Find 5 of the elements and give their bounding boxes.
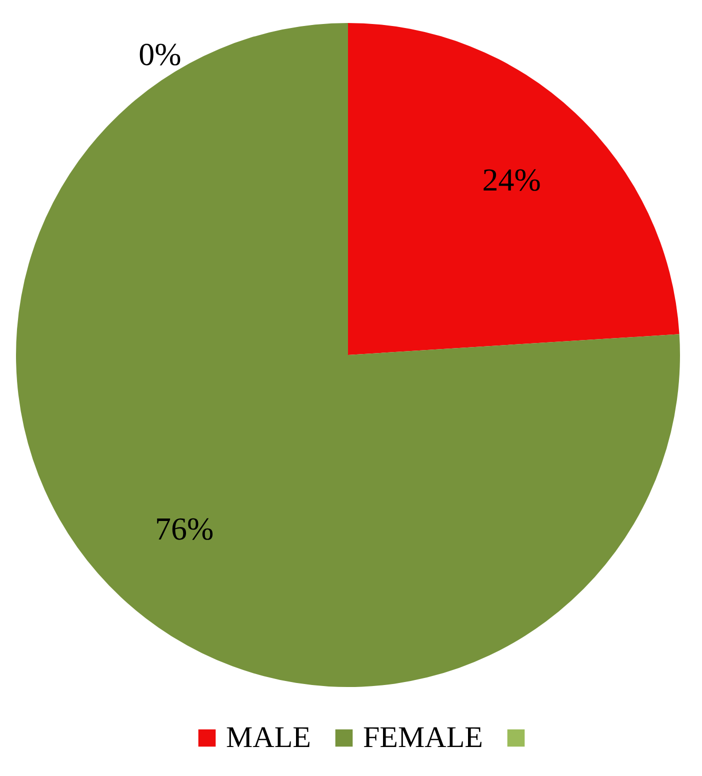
legend-label: MALE	[226, 721, 311, 754]
data-label: 76%	[155, 510, 214, 546]
data-label: 24%	[482, 162, 541, 198]
text: 0%	[138, 36, 182, 72]
legend-label: FEMALE	[363, 721, 483, 754]
